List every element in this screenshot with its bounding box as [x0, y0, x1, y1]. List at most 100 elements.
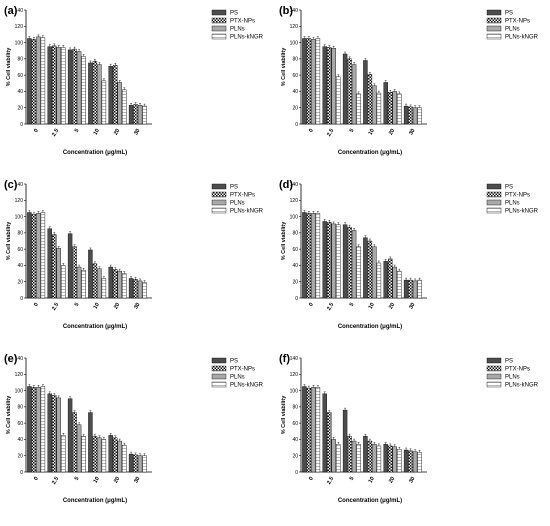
y-tick-label: 0 [295, 296, 298, 302]
bar-ps [88, 249, 93, 299]
legend-swatch [486, 373, 502, 380]
bar-plns-kngr [376, 445, 382, 473]
legend-label: PTX-NPs [230, 19, 255, 25]
y-tick-label: 100 [15, 40, 24, 46]
bar-ptx-nps [92, 263, 98, 299]
panel-label: (d) [279, 179, 293, 191]
legend-swatch [486, 25, 502, 32]
x-tick-label: 10 [93, 302, 101, 310]
bar-ps [128, 105, 134, 125]
x-tick-label: 30 [133, 302, 141, 310]
chart-panel: (c) % Cell viability 0 20 40 60 80 100 120 140 0 2.… [4, 179, 264, 330]
x-tick-label: 20 [388, 476, 396, 484]
legend-label: PLNs [505, 201, 520, 207]
bar-ps [27, 386, 32, 473]
bar-plns-kngr [142, 455, 147, 473]
legend-swatch [211, 357, 227, 364]
bar-ps [322, 221, 327, 299]
y-axis-label: % Cell viability [281, 395, 287, 434]
bar-plns-kngr [61, 435, 66, 473]
bar-plns-kngr [81, 56, 86, 125]
bar-ptx-nps [52, 395, 57, 473]
bar-ps [67, 398, 73, 473]
bar-plns [36, 387, 41, 473]
x-axis-label: Concentration (μg/mL) [338, 150, 402, 156]
x-tick-label: 0 [308, 302, 315, 308]
y-tick-label: 120 [15, 24, 24, 30]
y-tick-label: 0 [295, 470, 298, 476]
bar-plns-kngr [336, 444, 341, 473]
bar-ptx-nps [31, 387, 37, 473]
legend-swatch [211, 207, 227, 214]
bar-ptx-nps [367, 74, 373, 125]
x-tick-label: 5 [349, 476, 356, 482]
bar-ps [128, 278, 134, 299]
bar-ptx-nps [52, 45, 57, 125]
bar-plns-kngr [40, 37, 46, 125]
legend-label: PS [505, 359, 513, 365]
bar-plns [36, 213, 41, 299]
bar-plns-kngr [40, 386, 46, 473]
y-tick-label: 60 [17, 247, 23, 253]
y-tick-label: 20 [17, 280, 23, 286]
bar-ptx-nps [133, 454, 138, 473]
y-tick-label: 20 [292, 280, 298, 286]
legend-label: PLNs [505, 27, 520, 33]
bar-ps [27, 212, 32, 299]
bar-ps [88, 62, 93, 125]
x-tick-label: 2.5 [326, 476, 335, 486]
y-tick-label: 140 [15, 8, 24, 14]
bar-ptx-nps [306, 387, 312, 473]
bar-plns [56, 47, 61, 125]
bar-plns-kngr [122, 273, 127, 299]
bar-ptx-nps [327, 222, 332, 299]
bar-ps [342, 53, 348, 125]
x-axis-label: Concentration (μg/mL) [63, 498, 127, 504]
bar-plns-kngr [356, 93, 361, 125]
bar-ptx-nps [408, 450, 413, 473]
bar-ps [27, 38, 32, 125]
y-tick-label: 40 [17, 263, 23, 269]
bar-plns-kngr [81, 270, 86, 299]
x-axis-label: Concentration (μg/mL) [63, 150, 127, 156]
bar-ps [302, 386, 307, 473]
x-tick-label: 10 [368, 302, 376, 310]
x-tick-label: 2.5 [51, 476, 60, 486]
legend-swatch [486, 191, 502, 198]
legend-swatch [486, 381, 502, 388]
bar-ps [383, 82, 388, 125]
legend-label: PS [230, 185, 238, 191]
legend-label: PLNs-kNGR [505, 209, 539, 215]
y-tick-label: 100 [290, 388, 299, 394]
y-tick-label: 80 [292, 57, 298, 63]
bar-ps [108, 65, 113, 125]
legend-label: PLNs-kNGR [505, 35, 539, 41]
bar-ps [108, 435, 113, 473]
bar-ptx-nps [31, 39, 37, 125]
bar-ptx-nps [52, 234, 57, 299]
x-tick-label: 20 [388, 128, 396, 136]
bar-ps [383, 261, 388, 299]
panel-label: (f) [279, 353, 290, 365]
y-tick-label: 20 [17, 106, 23, 112]
x-tick-label: 5 [74, 302, 81, 308]
bar-ptx-nps [306, 213, 312, 299]
x-tick-label: 0 [33, 128, 40, 134]
bar-plns [56, 248, 61, 299]
bar-plns-kngr [376, 262, 382, 299]
y-tick-label: 100 [15, 214, 24, 220]
x-tick-label: 10 [93, 128, 101, 136]
y-tick-label: 120 [290, 198, 299, 204]
y-axis-label: % Cell viability [6, 395, 12, 434]
chart-panel: (e) % Cell viability 0 20 40 60 80 100 120 140 0 2.… [4, 353, 264, 504]
bar-plns [412, 280, 418, 299]
y-tick-label: 120 [290, 372, 299, 378]
x-tick-label: 2.5 [326, 128, 335, 138]
bar-ptx-nps [133, 279, 138, 299]
bar-ptx-nps [388, 92, 393, 125]
legend-label: PTX-NPs [230, 367, 255, 373]
legend-label: PTX-NPs [505, 193, 530, 199]
bar-ps [383, 444, 388, 473]
bar-ptx-nps [306, 38, 312, 125]
